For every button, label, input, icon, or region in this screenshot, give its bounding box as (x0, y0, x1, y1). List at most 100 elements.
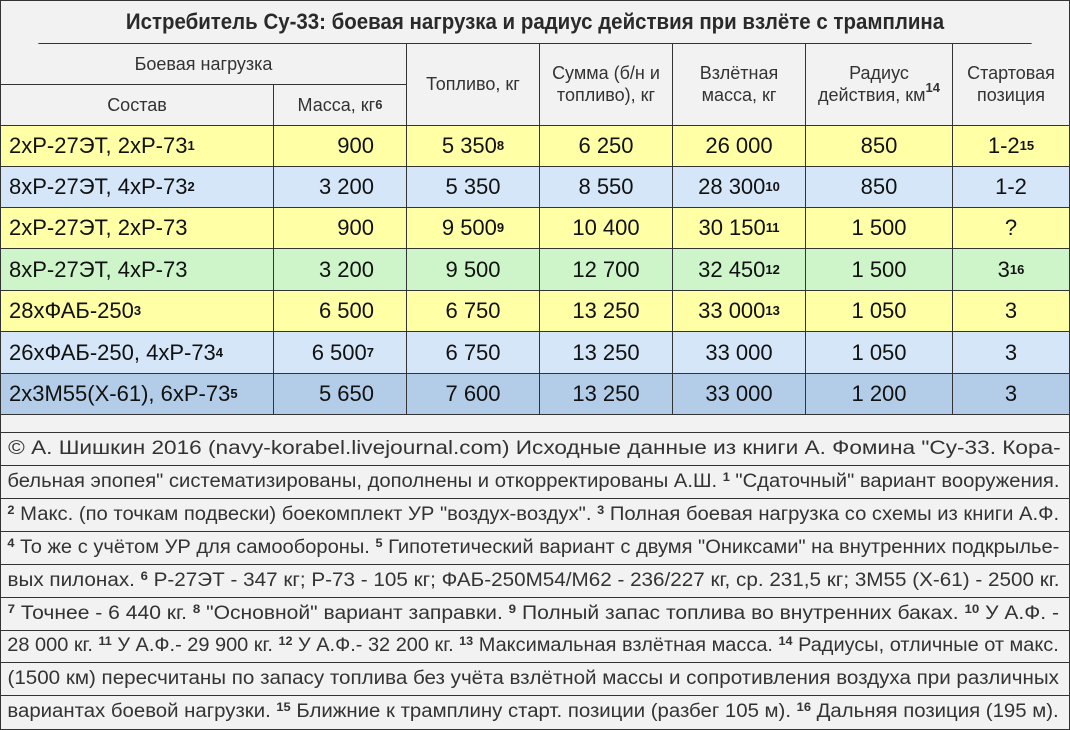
footnote-text: (1500 км) пересчитаны по запасу топлива … (7, 668, 1059, 690)
cell-value: 28хФАБ-250 (9, 298, 134, 323)
footnote-text: Р-27ЭТ - 347 кг; Р-73 - 105 кг; ФАБ-250М… (147, 569, 1060, 591)
footnote-line: 4 То же с учётом УР для самообороны. 5 Г… (1, 532, 1069, 565)
footnote-text: 28 000 кг. (7, 635, 99, 657)
footnote-text: Радиусы, отличные от макс. (792, 635, 1059, 657)
cell-value: 850 (860, 133, 898, 158)
footnote-number: 10 (964, 601, 980, 616)
cell-value: 8 550 (578, 174, 634, 199)
cell-value: 6 750 (445, 298, 501, 323)
cell-position: 3 (953, 291, 1069, 332)
footnote-text: Точнее - 6 440 кг. (15, 602, 193, 624)
cell-position: 3 (953, 374, 1069, 415)
cell-value: 2х3М55(Х-61), 6хР-73 (9, 381, 231, 406)
footnote-number: 11 (98, 634, 112, 649)
cell-value: 1 500 (851, 256, 907, 282)
cell-value: 6 750 (445, 339, 501, 365)
footnote-number: 13 (459, 634, 474, 649)
header-mass: Масса, кг 6 (274, 85, 407, 126)
cell-radius: 1 050 (806, 332, 953, 374)
cell-radius: 1 050 (806, 291, 953, 332)
footnote-text: Дальняя позиция (195 м). (810, 701, 1059, 723)
cell-mass: 3 200 (274, 167, 407, 208)
cell-fuel: 9 500 (407, 249, 540, 291)
cell-value: 13 250 (572, 381, 640, 406)
cell-radius: 1 500 (806, 208, 953, 249)
header-position: Стартовая позиция (953, 43, 1069, 126)
footnote-line: бельная эпопея" систематизированы, допол… (1, 466, 1069, 499)
cell-value: 13 250 (572, 339, 640, 365)
cell-mass: 3 200 (274, 249, 407, 291)
cell-value: 33 000 (698, 298, 766, 323)
cell-composition: 8хР-27ЭТ, 4хР-73 (1, 249, 274, 291)
cell-value: 10 400 (572, 215, 640, 240)
footnote-line: © А. Шишкин 2016 (navy-korabel.livejourn… (1, 433, 1069, 466)
cell-value: 26хФАБ-250, 4хР-73 (9, 339, 216, 365)
footnote-number: 12 (278, 634, 293, 649)
footnote-text: вариантах боевой нагрузки. (7, 701, 277, 723)
cell-value: 7 600 (445, 381, 501, 406)
cell-fuel: 5 350 8 (407, 126, 540, 167)
cell-takeoff: 33 000 (673, 374, 806, 415)
footnote-number: 14 (778, 634, 793, 649)
cell-composition: 8хР-27ЭТ, 4хР-73 2 (1, 167, 274, 208)
cell-value: 1 200 (851, 381, 907, 406)
cell-mass: 900 (274, 208, 407, 249)
cell-composition: 28хФАБ-250 3 (1, 291, 274, 332)
footnote-line: вариантах боевой нагрузки. 15 Ближние к … (1, 696, 1069, 728)
footnote-line: вых пилонах. 6 Р-27ЭТ - 347 кг; Р-73 - 1… (1, 565, 1069, 598)
footnote-text: вых пилонах. (7, 569, 141, 591)
footnote-text: Гипотетический вариант с двумя "Ониксами… (382, 536, 1060, 558)
cell-value: 6 500 (318, 298, 374, 323)
footnote-number: 16 (796, 700, 811, 715)
cell-composition: 2хР-27ЭТ, 2хР-73 (1, 208, 274, 249)
footnote-line: 2 Макс. (по точкам подвески) боекомплект… (1, 499, 1069, 532)
cell-position: 1-2 15 (953, 126, 1069, 167)
cell-position: 3 (953, 332, 1069, 374)
footnote-number: 7 (7, 601, 16, 616)
footnote-text: "Сдаточный" вариант вооружения. (729, 470, 1060, 492)
cell-mass: 5 650 (274, 374, 407, 415)
footnote-number: 4 (7, 535, 15, 550)
cell-radius: 850 (806, 167, 953, 208)
cell-value: 8хР-27ЭТ, 4хР-73 (9, 256, 188, 282)
cell-value: 32 450 (698, 256, 766, 282)
cell-value: 1 050 (851, 339, 907, 365)
footnote-text: "Основной" вариант заправки. (200, 602, 509, 624)
cell-value: 900 (337, 215, 374, 240)
cell-sum: 13 250 (540, 374, 673, 415)
cell-value: 6 250 (578, 133, 634, 158)
cell-value: 1 500 (851, 215, 907, 240)
header-radius: Радиус действия, км14 (806, 43, 953, 126)
cell-value: 28 300 (698, 174, 766, 199)
footnote-text: Полная боевая нагрузка со схемы из книги… (604, 503, 1060, 525)
cell-value: 13 250 (572, 298, 640, 323)
cell-mass: 6 500 7 (274, 332, 407, 374)
cell-radius: 1 200 (806, 374, 953, 415)
footnote-number: 1 (722, 469, 730, 484)
cell-sum: 8 550 (540, 167, 673, 208)
cell-value: 3 200 (318, 174, 374, 199)
footnote-text: У А.Ф. - (979, 602, 1060, 624)
footnote-number: 2 (7, 502, 15, 517)
header-sum: Сумма (б/н и топливо), кг (540, 43, 673, 126)
cell-value: 8хР-27ЭТ, 4хР-73 (9, 174, 188, 199)
cell-value: 1-2 (987, 133, 1020, 158)
spacer-row (1, 415, 1069, 433)
cell-value: 6 500 (311, 339, 367, 365)
footnote-number: 9 (508, 601, 517, 616)
footnote-number: 6 (140, 568, 148, 583)
cell-takeoff: 32 450 12 (673, 249, 806, 291)
cell-radius: 850 (806, 126, 953, 167)
header-radius-text: Радиус действия, км (818, 63, 926, 105)
cell-fuel: 6 750 (407, 291, 540, 332)
header-radius-label: Радиус действия, км14 (810, 62, 948, 106)
cell-value: 3 (997, 256, 1010, 282)
cell-value: 30 150 (698, 215, 766, 240)
cell-value: 9 500 (445, 256, 501, 282)
cell-composition: 26хФАБ-250, 4хР-73 4 (1, 332, 274, 374)
footnote-number: 3 (597, 502, 605, 517)
cell-value: 1 050 (851, 298, 907, 323)
cell-value: 9 500 (441, 215, 497, 240)
cell-value: 5 350 (441, 133, 497, 158)
cell-mass: 900 (274, 126, 407, 167)
